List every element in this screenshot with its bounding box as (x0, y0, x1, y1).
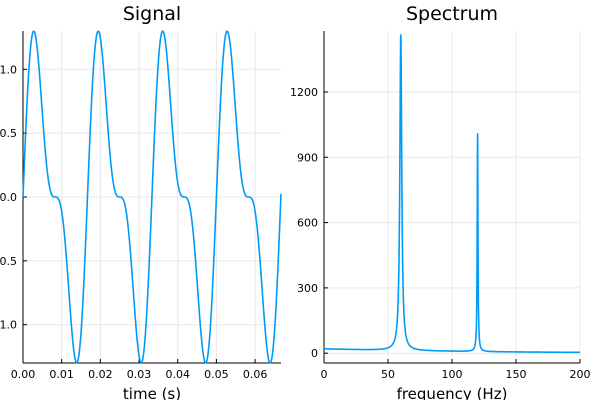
signal-x-tick-label-4: 0.04 (165, 368, 190, 381)
signal-x-tick-label-5: 0.05 (204, 368, 229, 381)
signal-y-tick-label-4: 1.0 (0, 319, 17, 332)
signal-x-tick-label-1: 0.01 (49, 368, 74, 381)
spectrum-x-tick-label-4: 200 (570, 368, 591, 381)
spectrum-y-tick-label-1: 300 (297, 282, 318, 295)
spectrum-x-tick-label-2: 100 (442, 368, 463, 381)
spectrum-title: Spectrum (406, 3, 498, 25)
signal-x-tick-label-0: 0.00 (11, 368, 36, 381)
spectrum-x-tick-label-3: 150 (506, 368, 527, 381)
signal-x-tick-label-3: 0.03 (127, 368, 152, 381)
signal-y-tick-label-3: 0.5 (0, 255, 17, 268)
signal-x-tick-label-2: 0.02 (88, 368, 113, 381)
spectrum-series-line-0 (323, 34, 581, 354)
spectrum-y-tick-label-2: 600 (297, 217, 318, 230)
spectrum-x-tick-label-1: 50 (381, 368, 395, 381)
signal-y-tick-label-0: 1.0 (0, 63, 17, 76)
signal-x-tick-label-6: 0.06 (243, 368, 268, 381)
spectrum-y-tick-label-4: 1200 (290, 86, 318, 99)
signal-title: Signal (123, 3, 181, 25)
spectrum-y-tick-label-3: 900 (297, 151, 318, 164)
spectrum-x-tick-label-0: 0 (321, 368, 328, 381)
signal-y-tick-label-2: 0.0 (0, 191, 17, 204)
spectrum-y-tick-label-0: 0 (311, 347, 318, 360)
signal-y-tick-label-1: 0.5 (0, 127, 17, 140)
signal-series-line-0 (22, 30, 282, 364)
spectrum-x-axis-label: frequency (Hz) (397, 385, 508, 400)
signal-x-axis-label: time (s) (123, 385, 181, 400)
